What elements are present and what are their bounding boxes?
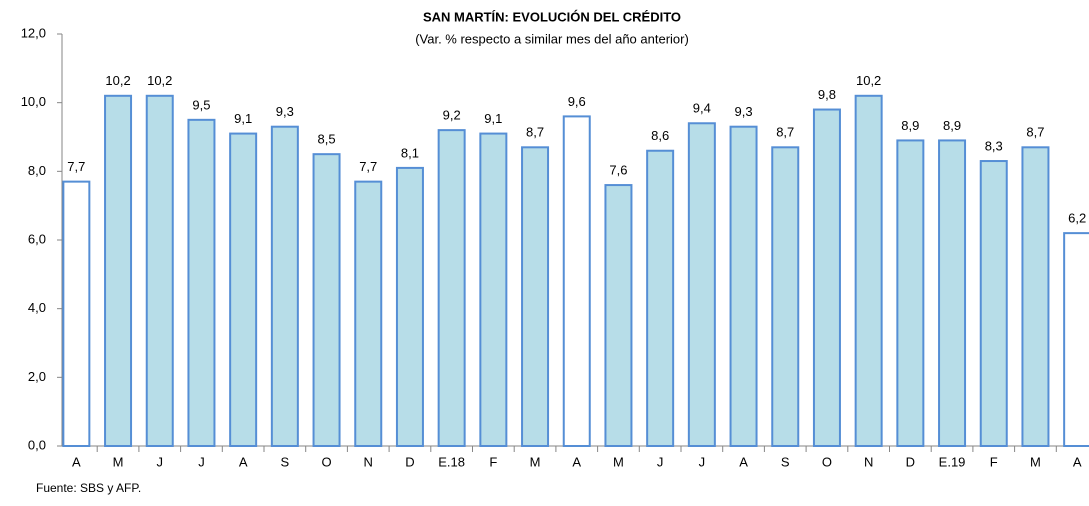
bar [562,115,591,448]
x-tick-label: O [822,454,832,469]
x-tick-label: D [405,454,414,469]
value-label: 9,1 [484,111,502,126]
bar [354,180,383,447]
bar [145,94,174,448]
x-tick-label: E.18 [438,454,465,469]
bar [62,180,91,447]
value-label: 8,6 [651,128,669,143]
y-tick-label: 2,0 [28,369,46,384]
bar [938,139,967,448]
value-label: 8,9 [943,118,961,133]
value-label: 10,2 [105,73,130,88]
bar [187,118,216,447]
value-label: 7,7 [67,159,85,174]
value-label: 9,3 [276,104,294,119]
bar [479,132,508,447]
value-label: 8,7 [776,125,794,140]
chart-title: SAN MARTÍN: EVOLUCIÓN DEL CRÉDITO [423,9,681,24]
x-tick-label: S [281,454,290,469]
y-tick-label: 4,0 [28,300,46,315]
chart-subtitle: (Var. % respecto a similar mes del año a… [415,31,689,46]
x-tick-label: A [572,454,581,469]
y-tick-label: 10,0 [21,94,46,109]
value-label: 10,2 [856,73,881,88]
bar [729,125,758,447]
x-tick-label: J [157,454,164,469]
bar [854,94,883,448]
value-label: 9,1 [234,111,252,126]
x-tick-label: A [739,454,748,469]
x-tick-label: M [530,454,541,469]
x-tick-label: N [364,454,373,469]
value-label: 10,2 [147,73,172,88]
x-tick-label: M [113,454,124,469]
bar [437,129,466,447]
value-label: 6,2 [1068,211,1086,226]
bar [896,139,925,448]
bar [229,132,258,447]
bar [979,160,1008,448]
bar [771,146,800,448]
x-tick-label: A [72,454,81,469]
bar [312,153,341,448]
y-tick-label: 0,0 [28,437,46,452]
x-tick-label: E.19 [939,454,966,469]
bar [521,146,550,448]
x-tick-label: F [990,454,998,469]
x-tick-label: J [699,454,706,469]
value-label: 9,4 [693,101,711,116]
bar [812,108,841,448]
bar [687,122,716,448]
x-tick-label: F [489,454,497,469]
footnote: Fuente: SBS y AFP. [36,481,141,495]
bar [1063,232,1089,447]
x-tick-label: J [198,454,205,469]
x-tick-label: J [657,454,664,469]
value-label: 7,6 [609,163,627,178]
x-tick-label: O [321,454,331,469]
bar [270,125,299,447]
y-tick-label: 12,0 [21,25,46,40]
x-tick-label: N [864,454,873,469]
x-tick-label: M [613,454,624,469]
value-label: 7,7 [359,159,377,174]
bar [1021,146,1050,448]
value-label: 9,5 [192,97,210,112]
bar [104,94,133,448]
value-label: 9,2 [443,108,461,123]
x-tick-label: A [1073,454,1082,469]
x-tick-label: D [906,454,915,469]
y-tick-label: 8,0 [28,163,46,178]
value-label: 9,6 [568,94,586,109]
value-label: 8,3 [985,138,1003,153]
y-tick-label: 6,0 [28,231,46,246]
value-label: 8,7 [1026,125,1044,140]
value-label: 8,1 [401,145,419,160]
bar [395,166,424,447]
bar [604,184,633,447]
value-label: 9,3 [735,104,753,119]
value-label: 8,9 [901,118,919,133]
x-tick-label: S [781,454,790,469]
value-label: 9,8 [818,87,836,102]
bar [646,149,675,447]
value-label: 8,5 [318,132,336,147]
x-tick-label: M [1030,454,1041,469]
value-label: 8,7 [526,125,544,140]
x-tick-label: A [239,454,248,469]
